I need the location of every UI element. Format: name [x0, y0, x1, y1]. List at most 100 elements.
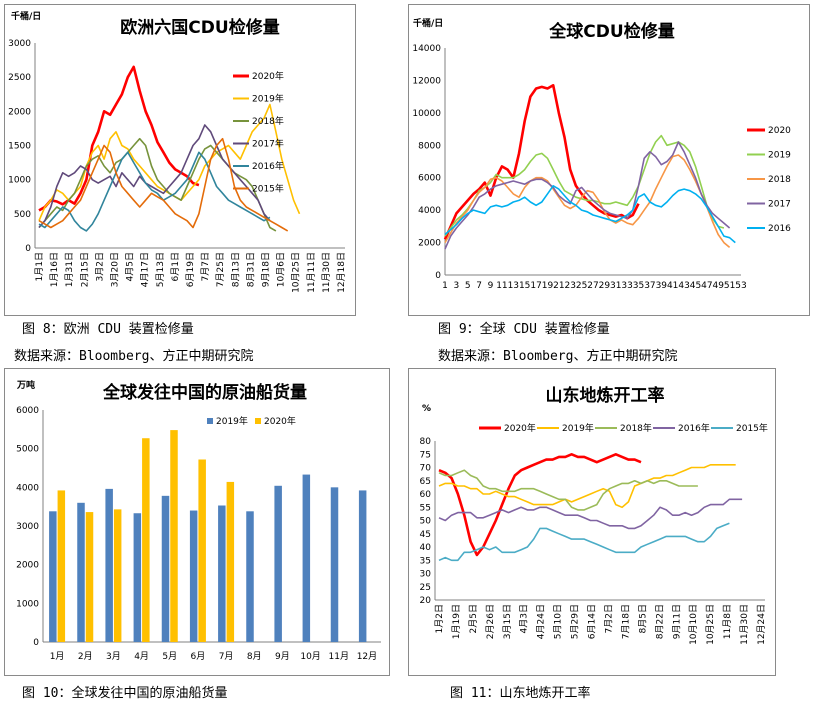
chart-title: 全球发往中国的原油船货量: [102, 382, 307, 403]
x-tick-label: 11月30日: [321, 252, 332, 293]
x-tick-label: 1月19日: [451, 604, 462, 639]
x-tick-label: 6月14日: [587, 604, 598, 639]
y-tick-label: 6000: [418, 174, 441, 184]
series-line-2018: [444, 154, 731, 249]
fig10-caption: 图 10：全球发往中国的原油船货量: [22, 686, 228, 701]
bar-2020年-3月: [113, 509, 122, 642]
x-tick-label: 4月3日: [519, 604, 530, 633]
x-tick-label: 27: [587, 281, 598, 291]
y-tick-label: 4000: [418, 206, 441, 216]
bar-2019年-8月: [246, 511, 254, 642]
chart-title: 欧洲六国CDU检修量: [120, 17, 279, 38]
x-tick-label: 39: [656, 281, 668, 291]
y-tick-label: 60: [420, 490, 432, 500]
x-tick-label: 1月: [50, 651, 65, 662]
bar-2019年-11月: [330, 487, 339, 642]
y-tick-label: 500: [14, 210, 31, 220]
fig8-caption: 图 8：欧洲 CDU 装置检修量: [22, 322, 194, 337]
bar-2019年-5月: [161, 495, 170, 642]
x-tick-label: 7月18日: [620, 604, 631, 639]
x-tick-label: 2月5日: [468, 604, 479, 633]
x-tick-label: 11: [496, 281, 507, 291]
y-tick-label: 10000: [412, 109, 441, 119]
x-tick-label: 8月: [247, 651, 262, 662]
fig9-caption: 图 9：全球 CDU 装置检修量: [438, 322, 610, 337]
bar-2019年-7月: [218, 505, 226, 642]
x-tick-label: 9: [488, 281, 494, 291]
x-tick-label: 3月: [106, 651, 121, 662]
y-tick-label: 50: [420, 517, 432, 527]
x-tick-label: 1月2日: [434, 604, 445, 633]
x-tick-label: 1月16日: [49, 252, 60, 287]
x-tick-label: 37: [644, 281, 655, 291]
x-tick-label: 31: [610, 281, 621, 291]
x-tick-label: 35: [633, 281, 644, 291]
x-tick-label: 9月: [275, 651, 290, 662]
bar-2020年-6月: [198, 459, 206, 642]
legend-label-2019年: 2019年: [252, 93, 284, 105]
y-tick-label: 30: [420, 570, 432, 580]
legend-swatch-2019年: [207, 418, 213, 424]
x-tick-label: 15: [519, 281, 530, 291]
y-tick-label: 0: [33, 638, 39, 648]
y-tick-label: 0: [25, 244, 31, 254]
series-line-2020年: [38, 65, 200, 212]
unit-label: 千桶/日: [413, 17, 443, 29]
legend-label-2020年: 2020年: [504, 422, 536, 434]
bar-2019年-10月: [302, 474, 311, 642]
source-left: 数据来源：Bloomberg、方正中期研究院: [14, 349, 254, 364]
x-tick-label: 12月: [357, 651, 377, 662]
fig11-caption: 图 11：山东地炼开工率: [450, 686, 591, 701]
x-tick-label: 9月11日: [671, 604, 682, 639]
y-tick-label: 55: [420, 503, 431, 513]
source-right: 数据来源：Bloomberg、方正中期研究院: [438, 349, 678, 364]
y-tick-label: 2000: [8, 107, 31, 117]
crude-shipments-chart: 全球发往中国的原油船货量 万吨 0 1000 2000 3000 4000 5000 6000 1…: [16, 379, 381, 662]
series-line-2017年: [38, 124, 271, 229]
x-tick-label: 23: [565, 281, 576, 291]
legend-label-2016年: 2016年: [252, 160, 284, 172]
x-tick-label: 11月30日: [739, 604, 750, 645]
x-tick-label: 8月13日: [230, 252, 241, 287]
y-tick-label: 25: [420, 583, 431, 593]
x-tick-label: 3: [454, 281, 460, 291]
y-tick-label: 6000: [16, 406, 39, 416]
x-tick-label: 5月13日: [155, 252, 166, 287]
x-tick-label: 51: [724, 281, 735, 291]
unit-label: 万吨: [16, 379, 35, 391]
x-tick-label: 8月5日: [637, 604, 648, 633]
x-tick-label: 4月24日: [536, 604, 547, 639]
bar-2019年-9月: [274, 485, 282, 642]
series-line-2020年: [438, 453, 642, 557]
y-tick-label: 2500: [8, 73, 31, 83]
x-tick-label: 2月26日: [485, 604, 496, 639]
y-tick-label: 2000: [418, 239, 441, 249]
x-tick-label: 6月1日: [170, 252, 181, 281]
y-tick-label: 65: [420, 477, 431, 487]
x-tick-label: 3月20日: [110, 252, 121, 287]
x-tick-label: 7月7日: [200, 252, 211, 281]
y-tick-label: 40: [420, 543, 432, 553]
series-line-2016年: [438, 498, 743, 530]
series-line-2015年: [438, 522, 730, 562]
bar-2020年-5月: [170, 430, 178, 642]
x-tick-label: 10月25日: [705, 604, 716, 645]
series-line-2018年: [438, 469, 698, 511]
x-tick-label: 43: [678, 281, 689, 291]
x-tick-label: 9月18日: [261, 252, 272, 287]
x-tick-label: 6月: [191, 651, 206, 662]
bar-2019年-1月: [49, 511, 57, 642]
x-tick-label: 1月1日: [34, 252, 45, 281]
x-tick-label: 2月: [78, 651, 93, 662]
y-tick-label: 35: [420, 556, 431, 566]
x-tick-label: 12月24日: [756, 604, 767, 645]
legend-label-2018: 2018: [768, 175, 791, 185]
legend-label-2018年: 2018年: [620, 422, 652, 434]
x-tick-label: 10月6日: [276, 252, 287, 287]
x-tick-label: 1: [442, 281, 448, 291]
legend-label-2018年: 2018年: [252, 115, 284, 127]
x-tick-label: 7月2日: [603, 604, 614, 633]
x-tick-label: 5月29日: [570, 604, 581, 639]
bar-2020年-7月: [226, 481, 235, 642]
y-tick-label: 75: [420, 450, 431, 460]
